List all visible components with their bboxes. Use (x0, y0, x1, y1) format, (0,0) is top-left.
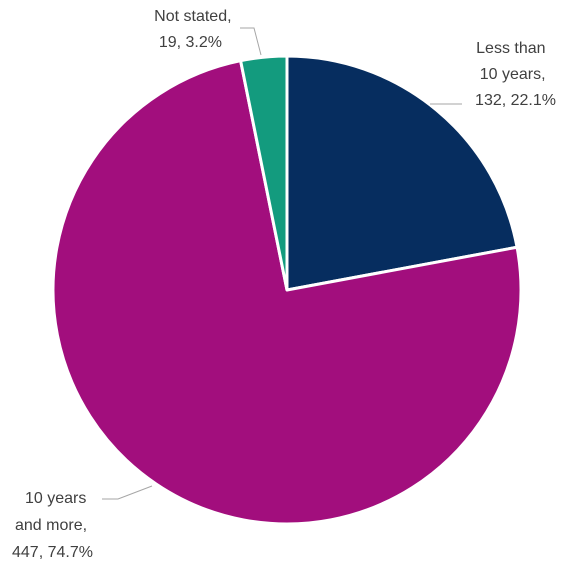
label-not-stated-line2: 19, 3.2% (159, 34, 222, 51)
slice-10-and-more (51, 59, 523, 526)
label-not-stated-line1: Not stated, (154, 8, 231, 25)
label-10-and-more-line2: and more, (15, 517, 87, 534)
label-10-and-more-line3: 447, 74.7% (12, 544, 93, 561)
label-less-than-10: Less than 10 years, 132, 22.1% (475, 40, 556, 109)
label-10-and-more: 10 years and more, 447, 74.7% (12, 490, 93, 561)
leader-line-not-stated (240, 27, 262, 56)
pie-slices (51, 54, 523, 526)
slice-not-stated (239, 54, 289, 292)
label-10-and-more-line1: 10 years (25, 490, 86, 507)
slice-less-than-10 (285, 54, 519, 292)
label-less-than-10-line3: 132, 22.1% (475, 92, 556, 109)
leader-line-10-and-more (102, 485, 153, 500)
label-less-than-10-line1: Less than (476, 40, 545, 57)
label-less-than-10-line2: 10 years, (480, 66, 546, 83)
label-not-stated: Not stated, 19, 3.2% (154, 8, 236, 51)
